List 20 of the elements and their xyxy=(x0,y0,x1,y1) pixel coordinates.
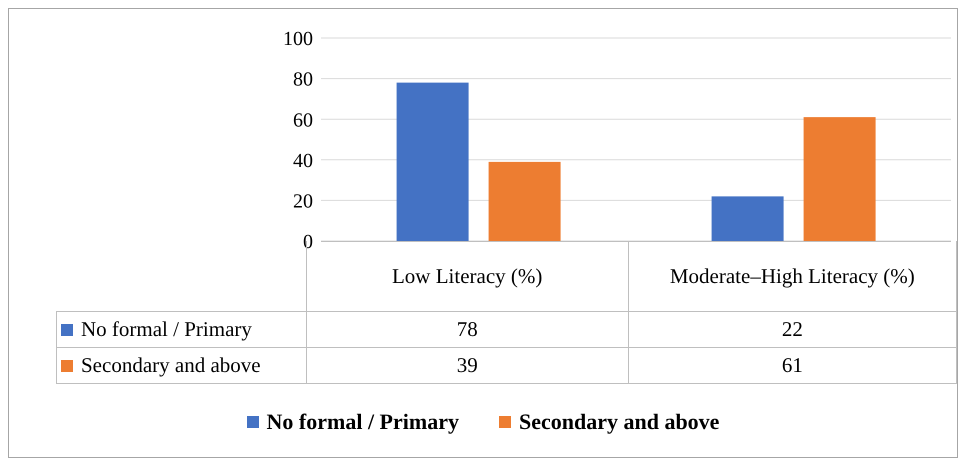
text: No formal / Primary xyxy=(266,409,459,434)
data-label: 78 xyxy=(306,311,628,347)
bar xyxy=(804,117,876,241)
y-tick-label: 100 xyxy=(283,28,313,50)
text: Secondary and above xyxy=(81,352,261,376)
data-label: 61 xyxy=(628,347,956,383)
legend-label: No formal / Primary xyxy=(56,311,306,347)
y-tick-label: 40 xyxy=(293,150,313,172)
bar xyxy=(712,196,784,241)
bar xyxy=(396,82,469,241)
legend-label: Secondary and above xyxy=(518,409,720,435)
x-tick-label: Moderate–High Literacy (%) xyxy=(628,241,956,311)
x-tick-label: Low Literacy (%) xyxy=(392,264,542,288)
data-label: 22 xyxy=(628,311,956,347)
y-tick-label: 80 xyxy=(293,68,313,91)
data-label: 39 xyxy=(306,347,628,383)
y-tick-label: 20 xyxy=(293,190,313,212)
y-tick-label: 0 xyxy=(303,231,313,254)
y-tick-label: 60 xyxy=(293,109,313,132)
bar xyxy=(488,162,561,241)
